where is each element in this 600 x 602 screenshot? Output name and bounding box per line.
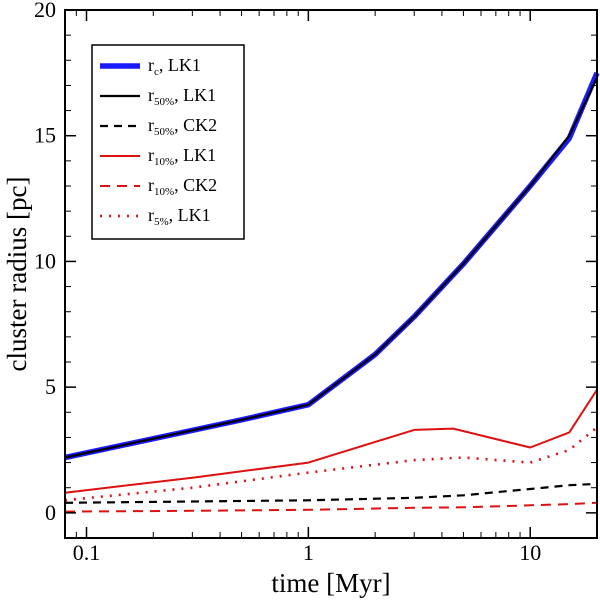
legend-label-1: r50%, LK1 — [148, 85, 216, 108]
x-tick-label-0: 0.1 — [73, 540, 101, 565]
series-line-3 — [64, 389, 598, 494]
plot-frame — [64, 9, 598, 539]
y-tick-label-4: 20 — [34, 0, 56, 22]
x-tick-label-2: 10 — [519, 540, 541, 565]
x-tick-label-1: 1 — [303, 540, 314, 565]
legend-box — [91, 44, 245, 240]
y-axis-title: cluster radius [pc] — [2, 177, 32, 372]
legend-label-2: r50%, CK2 — [148, 115, 217, 138]
series-line-2 — [64, 482, 598, 504]
series-line-1 — [64, 77, 598, 459]
legend-label-4: r10%, CK2 — [148, 175, 217, 198]
legend: rc, LK1 r50%, LK1 r50%, CK2 r10%, LK1 r10%, … — [91, 44, 245, 240]
y-tick-label-3: 15 — [34, 123, 56, 148]
x-axis-title: time [Myr] — [271, 568, 390, 598]
y-tick-label-2: 10 — [34, 248, 56, 273]
series-line-4 — [64, 501, 598, 513]
y-tick-label-0: 0 — [45, 500, 56, 525]
ticks-layer: 0.1 1 10 0 5 10 15 20 — [34, 0, 597, 565]
legend-label-3: r10%, LK1 — [148, 145, 216, 168]
legend-label-5: r5%, LK1 — [148, 205, 211, 228]
legend-label-0: rc, LK1 — [148, 55, 201, 78]
y-tick-label-1: 5 — [45, 374, 56, 399]
series-layer — [64, 71, 600, 513]
